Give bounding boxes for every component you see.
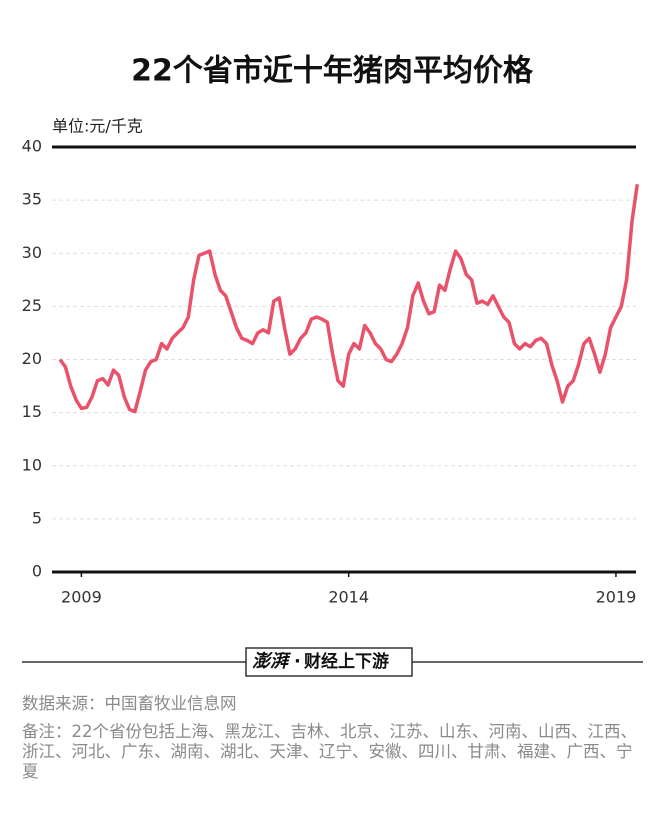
line <box>58 183 640 414</box>
y-tick-label: 5 <box>32 508 42 527</box>
source: 数据来源：中国畜牧业信息网 <box>22 694 237 713</box>
logo-sub: 财经上下游 <box>303 651 389 672</box>
chart-title: 22个省市近十年猪肉平均价格 <box>131 54 534 89</box>
y-tick-label: 40 <box>22 137 42 156</box>
chart: 22个省市近十年猪肉平均价格 单位:元/千克 澎湃 · 财经上下游 0 5 10 15… <box>22 54 643 677</box>
y-tick-label: 35 <box>22 190 42 209</box>
y-tick-label: 0 <box>32 562 42 581</box>
y-tick-label: 15 <box>22 402 42 421</box>
logo: 澎湃 <box>252 651 292 672</box>
y-tick-label: 10 <box>22 455 42 474</box>
note: 备注：22个省份包括上海、黑龙江、吉林、北京、江苏、山东、河南、山西、江西、浙江… <box>22 722 637 781</box>
y-tick-label: 30 <box>22 243 42 262</box>
x-tick-label: 2019 <box>596 588 637 607</box>
logo-box <box>245 647 413 677</box>
x-tick-label: 2014 <box>328 588 369 607</box>
y-tick-label: 20 <box>22 349 42 368</box>
logo-dot: · <box>294 651 301 672</box>
y-tick-label: 25 <box>22 296 42 315</box>
y-axis-label: 单位:元/千克 <box>52 117 143 136</box>
x-tick-label: 2009 <box>61 588 102 607</box>
